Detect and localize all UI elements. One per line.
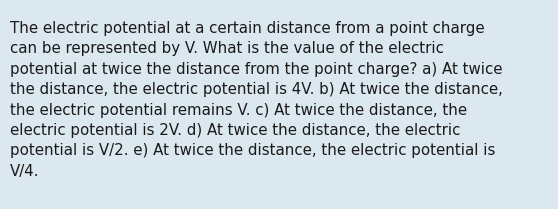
Text: The electric potential at a certain distance from a point charge
can be represen: The electric potential at a certain dist… (10, 21, 503, 179)
